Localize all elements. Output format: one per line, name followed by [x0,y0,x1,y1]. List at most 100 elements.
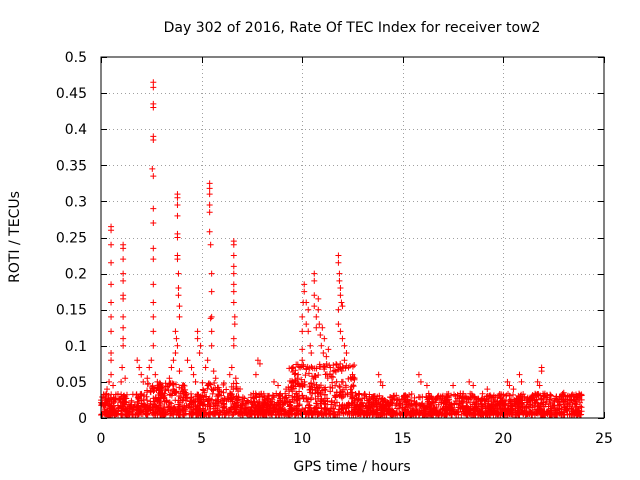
noise-point [253,408,260,415]
noise-point [410,407,417,414]
data-point [108,299,115,306]
data-point [196,350,203,357]
noise-point [564,400,571,407]
noise-point [176,392,183,399]
data-point [316,321,323,328]
data-point [351,375,358,382]
noise-point [166,382,173,389]
noise-point [446,399,453,406]
data-point [194,335,201,342]
noise-point [468,411,475,418]
noise-point [290,364,297,371]
noise-point [228,383,235,390]
y-tick-label: 0.35 [56,158,87,174]
noise-point [571,411,578,418]
noise-point [501,411,508,418]
noise-point [251,411,258,418]
noise-point [130,411,137,418]
noise-point [457,390,464,397]
data-point [174,234,181,241]
noise-point [287,408,294,415]
noise-point [339,405,346,412]
noise-point [192,393,199,400]
noise-point [166,391,173,398]
y-tick-label: 0.4 [65,122,87,138]
data-point [315,295,322,302]
noise-point [182,389,189,396]
noise-point [361,392,368,399]
data-point [212,375,219,382]
noise-point [333,378,340,385]
data-point [450,382,457,389]
data-point [172,328,179,335]
noise-point [317,382,324,389]
data-point [230,252,237,259]
noise-point [506,411,513,418]
noise-point [177,398,184,405]
data-point [305,328,312,335]
noise-point [301,381,308,388]
noise-point [225,394,232,401]
noise-point [570,406,577,413]
noise-point [114,391,121,398]
noise-point [302,411,309,418]
data-point [415,371,422,378]
noise-point [454,391,461,398]
noise-point [128,404,135,411]
noise-point [502,405,509,412]
data-point [303,321,310,328]
noise-point [559,390,566,397]
noise-point [215,392,222,399]
data-point [228,364,235,371]
noise-point [138,408,145,415]
noise-point [198,395,205,402]
noise-point [342,409,349,416]
noise-point [482,405,489,412]
data-point [313,313,320,320]
data-point [120,295,127,302]
data-point [510,386,517,393]
noise-point [471,409,478,416]
noise-point [181,390,188,397]
data-point [337,292,344,299]
noise-point [255,401,262,408]
noise-point [513,401,520,408]
noise-point [259,400,266,407]
noise-point [152,410,159,417]
noise-point [503,392,510,399]
noise-point [331,367,338,374]
noise-point [443,404,450,411]
noise-point [351,362,358,369]
noise-point [229,400,236,407]
data-point [230,263,237,270]
noise-point [374,393,381,400]
data-point [299,328,306,335]
noise-point [305,370,312,377]
data-point [232,375,239,382]
noise-point [558,393,565,400]
noise-point [419,411,426,418]
data-point [150,137,157,144]
noise-point [472,404,479,411]
noise-point [207,381,214,388]
noise-point [144,405,151,412]
noise-point [575,395,582,402]
noise-point [263,403,270,410]
noise-point [280,401,287,408]
noise-point [248,411,255,418]
noise-point [221,409,228,416]
noise-point [578,408,585,415]
noise-point [275,392,282,399]
noise-point [304,398,311,405]
data-point [208,288,215,295]
data-point [108,281,115,288]
data-point [166,375,173,382]
noise-point [142,408,149,415]
noise-point [253,391,260,398]
noise-point [324,375,331,382]
noise-point [144,381,151,388]
noise-point [328,397,335,404]
data-point [108,371,115,378]
noise-point [241,404,248,411]
noise-point [556,410,563,417]
